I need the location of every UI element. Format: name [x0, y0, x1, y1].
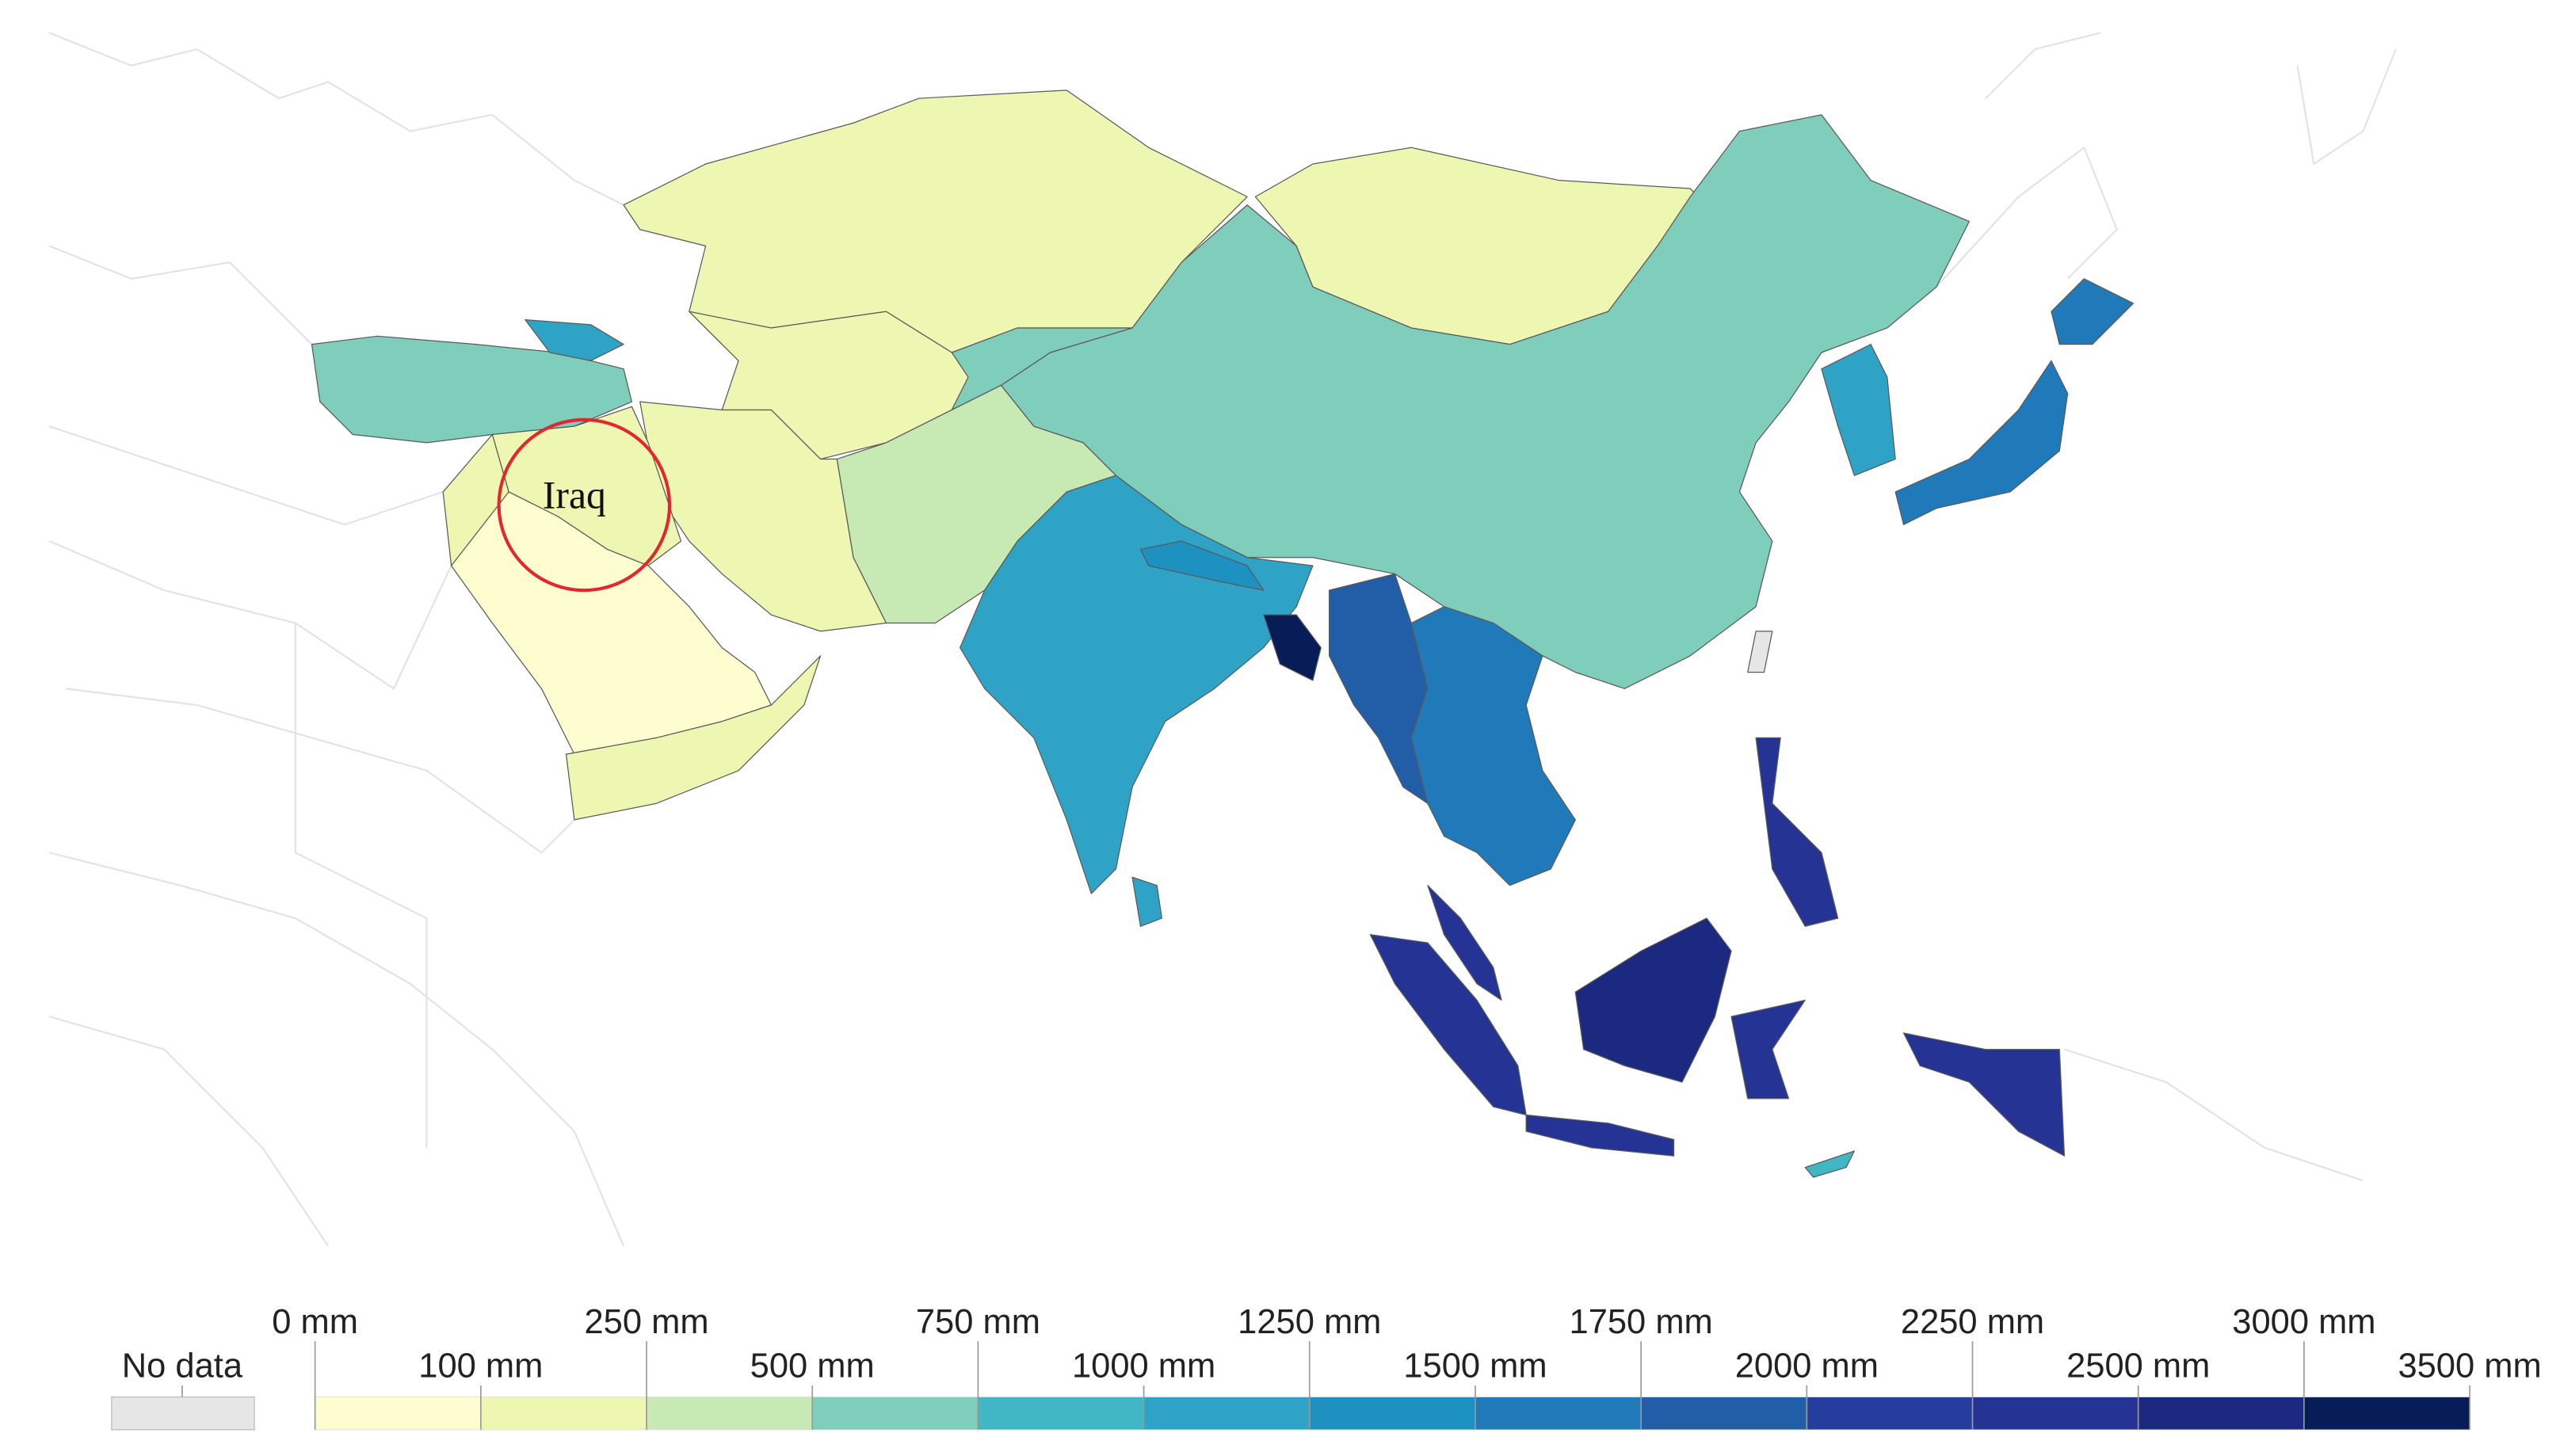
- legend-bin: [1143, 1397, 1311, 1431]
- sulawesi: [1730, 999, 1806, 1100]
- legend-label: 1500 mm: [1403, 1347, 1547, 1385]
- legend-label: 500 mm: [750, 1347, 875, 1385]
- turkey: [311, 335, 633, 444]
- legend-label: 250 mm: [584, 1303, 708, 1341]
- papua: [1902, 1032, 2066, 1157]
- hokkaido: [2051, 278, 2135, 345]
- sri-lanka: [1131, 876, 1162, 928]
- saudi-arabia: [450, 491, 773, 755]
- legend-label: 2250 mm: [1901, 1303, 2044, 1341]
- annotation-label: Iraq: [543, 474, 606, 517]
- myanmar: [1329, 573, 1429, 804]
- philippines: [1755, 737, 1839, 928]
- legend-bin: [1640, 1397, 1807, 1431]
- legend-bin: [1475, 1397, 1642, 1431]
- legend-bin: [1972, 1397, 2139, 1431]
- legend-label: 0 mm: [272, 1303, 358, 1341]
- legend-label: 3500 mm: [2398, 1347, 2541, 1385]
- malaysia: [1427, 885, 1502, 1001]
- java: [1525, 1114, 1675, 1157]
- legend-label: 750 mm: [916, 1303, 1040, 1341]
- legend-label: 2000 mm: [1735, 1347, 1879, 1385]
- legend-bin: [977, 1397, 1145, 1431]
- legend: No data 0 mm 100 mm 250 mm 500 mm 750 mm 1000 …: [111, 1303, 2542, 1431]
- legend-label: 1750 mm: [1570, 1303, 1713, 1341]
- sumatra: [1369, 934, 1527, 1116]
- highlight-circle: [497, 417, 672, 593]
- legend-label: 100 mm: [418, 1347, 543, 1385]
- kyrgyzstan-tajikistan: [951, 327, 1133, 411]
- legend-bin: [2303, 1397, 2470, 1431]
- indochina: [1410, 606, 1576, 886]
- countries: [311, 90, 2135, 1178]
- legend-label: 1000 mm: [1072, 1347, 1215, 1385]
- caucasus: [525, 318, 624, 361]
- nepal: [1139, 540, 1265, 591]
- legend-bin: [1309, 1397, 1476, 1431]
- legend-label: 1250 mm: [1238, 1303, 1381, 1341]
- legend-bin: [1806, 1397, 1973, 1431]
- iran: [639, 401, 887, 632]
- no-data-swatch: [111, 1396, 255, 1431]
- background-outlines: [48, 32, 2397, 1247]
- legend-bin: [315, 1397, 482, 1431]
- taiwan: [1747, 631, 1773, 673]
- legend-label: 2500 mm: [2066, 1347, 2210, 1385]
- timor: [1804, 1150, 1856, 1178]
- bangladesh: [1263, 614, 1322, 681]
- legend-label: No data: [122, 1347, 243, 1385]
- korea: [1821, 344, 1896, 476]
- legend-bin: [646, 1397, 813, 1431]
- legend-label: 3000 mm: [2232, 1303, 2375, 1341]
- yemen-oman: [565, 655, 822, 821]
- borneo: [1574, 917, 1732, 1083]
- legend-bin: [480, 1397, 647, 1431]
- legend-bin: [2138, 1397, 2305, 1431]
- legend-bin: [811, 1397, 979, 1431]
- japan: [1894, 360, 2069, 525]
